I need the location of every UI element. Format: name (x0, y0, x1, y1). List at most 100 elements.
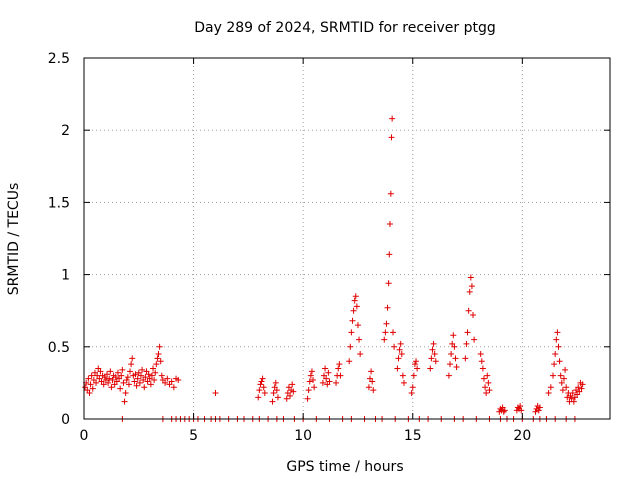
data-point (132, 371, 139, 378)
x-tick-label: 0 (80, 428, 89, 444)
data-point (470, 312, 477, 319)
data-point (108, 384, 115, 391)
data-point (428, 355, 435, 362)
data-point (411, 361, 418, 368)
data-point (164, 375, 171, 382)
data-point (310, 377, 317, 384)
data-point (558, 379, 565, 386)
data-point (486, 387, 493, 394)
data-point (124, 374, 131, 381)
data-point (350, 307, 357, 314)
data-point (133, 382, 140, 389)
data-point (258, 378, 265, 385)
data-point (335, 365, 342, 372)
data-point (452, 355, 459, 362)
data-point (464, 329, 471, 336)
data-point (466, 288, 473, 295)
data-point (484, 372, 491, 379)
data-point (553, 336, 560, 343)
data-point (93, 379, 100, 386)
data-point (155, 351, 162, 358)
data-point (352, 293, 359, 300)
data-point (381, 336, 388, 343)
data-point (136, 379, 143, 386)
data-point (259, 375, 266, 382)
data-point (448, 351, 455, 358)
data-point (384, 304, 391, 311)
axis-ticks: 0 5 10 15 20 0 0.5 1 1.5 2 2.5 (48, 51, 610, 444)
data-point (562, 366, 569, 373)
data-point (150, 365, 157, 372)
chart-title: Day 289 of 2024, SRMTID for receiver ptg… (194, 20, 496, 36)
data-point (556, 358, 563, 365)
data-point (325, 369, 332, 376)
data-point (354, 322, 361, 329)
data-point (551, 361, 558, 368)
data-point (370, 387, 377, 394)
data-point (156, 343, 163, 350)
x-axis-label: GPS time / hours (286, 459, 403, 475)
data-point (141, 384, 148, 391)
grid (84, 58, 610, 419)
data-point (157, 358, 164, 365)
data-point (256, 387, 263, 394)
data-point (532, 408, 539, 415)
data-point (85, 375, 92, 382)
data-point (273, 387, 280, 394)
data-point (270, 390, 277, 397)
data-point (429, 346, 436, 353)
data-point (114, 369, 121, 376)
data-point (319, 379, 326, 386)
data-point (322, 365, 329, 372)
data-point (86, 390, 93, 397)
data-point (134, 375, 141, 382)
data-point (483, 390, 490, 397)
data-point (170, 384, 177, 391)
data-point (272, 379, 279, 386)
data-point (550, 372, 557, 379)
data-point (554, 329, 561, 336)
data-point (564, 394, 571, 401)
data-point (453, 364, 460, 371)
data-point (347, 343, 354, 350)
data-point (154, 355, 161, 362)
data-point (357, 351, 364, 358)
data-point (351, 297, 358, 304)
data-point (451, 343, 458, 350)
data-point (97, 368, 104, 375)
data-point (400, 379, 407, 386)
data-point (430, 340, 437, 347)
data-point (389, 115, 396, 122)
data-point (397, 340, 404, 347)
data-point (570, 398, 577, 405)
data-point (175, 377, 182, 384)
data-point (482, 384, 489, 391)
data-point (148, 372, 155, 379)
data-point (578, 385, 585, 392)
data-point (356, 336, 363, 343)
data-point (137, 372, 144, 379)
data-point (311, 384, 318, 391)
data-point (445, 372, 452, 379)
data-point (168, 378, 175, 385)
data-point (413, 358, 420, 365)
data-point (575, 384, 582, 391)
data-point (386, 221, 393, 228)
y-tick-label: 0.5 (48, 340, 70, 356)
data-point (552, 351, 559, 358)
data-point (427, 365, 434, 372)
data-point (557, 372, 564, 379)
data-point (121, 398, 128, 405)
data-point (151, 377, 158, 384)
data-point (349, 317, 356, 324)
data-point (409, 384, 416, 391)
data-point (385, 280, 392, 287)
data-point (88, 372, 95, 379)
data-point (290, 388, 297, 395)
data-point (336, 361, 343, 368)
data-point (471, 336, 478, 343)
data-point (105, 379, 112, 386)
data-point (432, 358, 439, 365)
data-point (333, 379, 340, 386)
data-point (560, 375, 567, 382)
